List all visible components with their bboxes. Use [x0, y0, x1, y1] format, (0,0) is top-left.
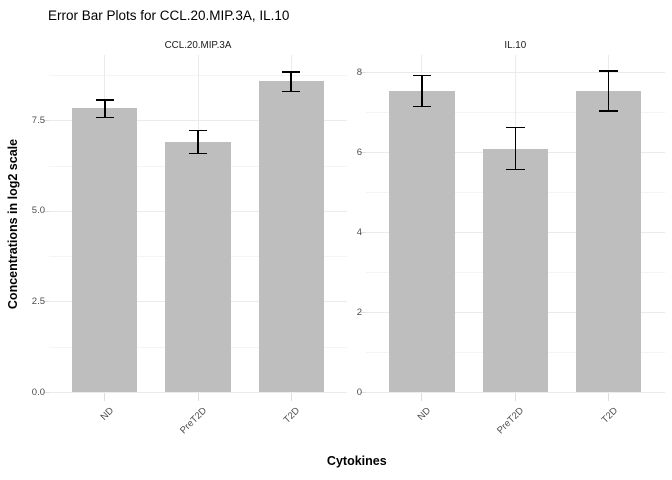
- error-bar-line-pret2d: [197, 130, 199, 154]
- y-tick-label: 2.5: [31, 295, 45, 307]
- y-axis-tick: [360, 72, 366, 74]
- plot-title: Error Bar Plots for CCL.20.MIP.3A, IL.10: [48, 8, 290, 23]
- bar-t2d: [258, 81, 324, 393]
- error-bar-cap-bottom: [412, 105, 432, 108]
- error-bar-line-nd: [104, 99, 106, 118]
- facet-label-il10: IL.10: [504, 40, 527, 51]
- error-bar-line-t2d: [290, 72, 292, 92]
- error-bar-cap-bottom: [599, 110, 618, 112]
- error-bar-cap-bottom: [505, 168, 525, 171]
- y-axis-tick: [43, 120, 49, 122]
- facet-label-ccl20mip3a: CCL.20.MIP.3A: [164, 40, 232, 51]
- x-axis-tick: [104, 392, 106, 401]
- y-axis-tick: [43, 392, 49, 393]
- x-tick-label: ND: [98, 404, 116, 423]
- y-axis-title: Concentrations in log2 scale: [6, 138, 20, 309]
- x-axis-tick: [290, 392, 292, 401]
- error-bar-cap-top: [412, 74, 432, 77]
- y-axis-tick: [360, 312, 366, 314]
- x-tick-label: ND: [415, 404, 434, 423]
- y-tick-label: 8: [356, 66, 362, 78]
- y-axis-tick: [360, 152, 366, 154]
- y-tick-label: 0.0: [31, 386, 45, 398]
- bar-nd: [389, 90, 455, 393]
- error-bar-cap-top: [188, 129, 208, 132]
- y-tick-label: 2: [356, 306, 362, 318]
- error-bar-cap-bottom: [281, 90, 301, 93]
- x-axis-tick: [421, 392, 423, 401]
- x-axis-tick: [197, 392, 199, 401]
- x-axis-title: Cytokines: [326, 454, 387, 468]
- bar-pret2d: [482, 148, 548, 393]
- y-axis-tick: [43, 210, 49, 212]
- y-tick-label: 4: [356, 226, 362, 238]
- error-bar-cap-top: [95, 99, 115, 101]
- error-bar-line-nd: [421, 75, 423, 107]
- x-axis-tick: [608, 392, 610, 401]
- error-bar-cap-top: [599, 70, 618, 72]
- y-tick-label: 6: [356, 146, 362, 158]
- error-bar-cap-bottom: [95, 116, 115, 119]
- error-bar-line-pret2d: [514, 127, 517, 170]
- x-tick-label: PreT2D: [495, 404, 527, 436]
- y-tick-label: 5.0: [31, 205, 45, 217]
- y-axis-tick: [43, 301, 49, 303]
- y-axis-tick: [360, 232, 366, 234]
- error-bar-cap-top: [505, 126, 525, 129]
- error-bar-cap-bottom: [188, 152, 208, 155]
- x-tick-label: PreT2D: [178, 404, 210, 436]
- y-tick-label: 7.5: [31, 114, 45, 126]
- bar-t2d: [575, 90, 642, 393]
- error-bar-line-t2d: [607, 70, 610, 111]
- x-tick-label: T2D: [599, 404, 620, 426]
- bar-nd: [72, 108, 138, 393]
- x-axis-tick: [514, 392, 516, 401]
- bar-pret2d: [165, 141, 231, 393]
- error-bar-cap-top: [281, 71, 301, 73]
- y-axis-tick: [360, 392, 366, 393]
- x-tick-label: T2D: [281, 404, 303, 426]
- y-tick-label: 0: [356, 386, 362, 398]
